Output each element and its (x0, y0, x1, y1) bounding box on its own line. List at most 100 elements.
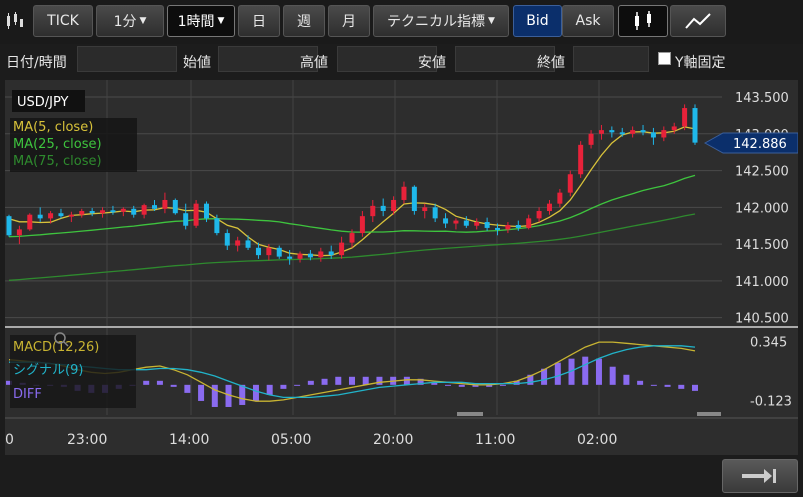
candle (266, 247, 272, 256)
candle (16, 229, 22, 236)
candle (432, 207, 438, 219)
candlestick-icon (635, 11, 651, 30)
diff-bar (554, 362, 561, 385)
macd-tick-label: 0.345 (750, 335, 787, 350)
diff-bar (6, 380, 12, 385)
macd-legend: MACD(12,26) (13, 340, 99, 355)
diff-bar (637, 380, 644, 385)
price-tick-label: 141.000 (735, 275, 789, 290)
week-button[interactable]: 週 (283, 5, 325, 37)
candle (411, 186, 417, 212)
candle (515, 224, 521, 228)
candle (193, 203, 199, 226)
diff-bar (156, 380, 163, 385)
technical-label: テクニカル指標 (387, 14, 486, 30)
technical-indicator-dropdown[interactable]: テクニカル指標 ▼ (373, 5, 509, 37)
candle (6, 216, 12, 236)
diff-bar (609, 366, 616, 385)
diff-bar (678, 384, 685, 389)
ma5-legend: MA(5, close) (13, 120, 93, 135)
candle (650, 132, 656, 138)
ask-button[interactable]: Ask (562, 5, 614, 37)
candle (339, 242, 345, 256)
diff-bar (143, 380, 150, 385)
candle (474, 222, 480, 226)
day-label: 日 (252, 14, 266, 30)
candle (287, 256, 293, 259)
interval-dropdown[interactable]: 1分 ▼ (96, 5, 164, 37)
scroll-to-latest-button[interactable] (722, 459, 798, 493)
time-tick-label: 23:00 (67, 432, 107, 448)
caret-down-icon: ▼ (488, 16, 495, 26)
candle (536, 211, 542, 219)
candle (495, 227, 501, 230)
diff-bar (431, 382, 438, 385)
diff-bar (595, 358, 602, 385)
candle-style-icon[interactable] (4, 12, 26, 30)
diff-bar (417, 378, 424, 385)
price-chart[interactable]: 143.500143.000142.500142.000141.500141.0… (5, 80, 799, 455)
fix-y-axis-label: Y軸固定 (675, 55, 726, 71)
candle (318, 251, 324, 258)
close-label: 終値 (537, 55, 565, 71)
candle (484, 222, 490, 228)
low-label: 安値 (418, 55, 446, 71)
candle (297, 253, 303, 259)
candle (692, 108, 698, 143)
datetime-label: 日付/時間 (6, 55, 67, 71)
candle (401, 186, 407, 200)
diff-bar (664, 384, 671, 387)
candle (48, 213, 54, 219)
diff-bar (650, 384, 657, 386)
candle (598, 130, 604, 134)
diff-bar (211, 384, 218, 407)
skip-to-end-icon (742, 469, 776, 483)
candlestick-chart-button[interactable] (618, 5, 668, 37)
macd-scroll-thumb-right[interactable] (697, 412, 721, 416)
price-tick-label: 141.500 (735, 238, 789, 253)
candle (224, 233, 230, 246)
candle (619, 132, 625, 135)
time-tick-label: 14:00 (169, 432, 209, 448)
datetime-field (77, 46, 177, 72)
candle (682, 108, 688, 127)
timeframe-label: 1時間 (177, 14, 215, 30)
candle (453, 220, 459, 224)
current-price-badge: 142.886 (703, 132, 799, 154)
candle (89, 211, 95, 214)
month-button[interactable]: 月 (328, 5, 370, 37)
candle (546, 203, 552, 212)
candle (578, 144, 584, 175)
ma75-line (8, 213, 696, 281)
zoom-icon[interactable] (54, 332, 69, 347)
diff-bar (568, 358, 575, 385)
low-field (455, 46, 555, 72)
day-button[interactable]: 日 (238, 5, 280, 37)
diff-bar (527, 374, 534, 385)
macd-scroll-thumb[interactable] (457, 412, 483, 416)
line-chart-button[interactable] (670, 5, 726, 37)
chart-area[interactable]: 143.500143.000142.500142.000141.500141.0… (5, 80, 799, 455)
bid-button[interactable]: Bid (513, 5, 562, 37)
diff-bar (445, 384, 452, 386)
diff-bar (362, 376, 369, 385)
timeframe-dropdown[interactable]: 1時間 ▼ (167, 5, 235, 37)
line-chart-icon (685, 13, 711, 29)
diff-bar (499, 384, 506, 386)
candle (380, 205, 386, 212)
tick-button[interactable]: TICK (33, 5, 93, 37)
diff-bar (170, 384, 177, 387)
candle (359, 216, 365, 234)
candle (214, 218, 220, 234)
diff-bar (294, 384, 301, 386)
candle (131, 208, 137, 215)
caret-down-icon: ▼ (139, 16, 147, 26)
diff-bar (266, 384, 273, 395)
diff-legend: DIFF (13, 387, 42, 402)
candle (463, 220, 469, 226)
time-tick-label: 02:00 (577, 432, 617, 448)
diff-bar (541, 368, 548, 385)
candle (307, 253, 313, 258)
candle (183, 213, 189, 226)
fix-y-axis-checkbox[interactable] (658, 52, 671, 65)
